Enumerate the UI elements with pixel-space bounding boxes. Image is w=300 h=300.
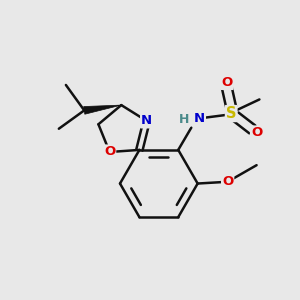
Polygon shape	[84, 105, 121, 114]
Text: N: N	[194, 112, 205, 124]
Text: O: O	[221, 76, 233, 89]
Text: S: S	[226, 106, 236, 121]
Text: H: H	[179, 113, 189, 126]
Text: O: O	[222, 175, 233, 188]
Text: O: O	[251, 127, 262, 140]
Text: O: O	[104, 146, 115, 158]
Text: N: N	[141, 114, 152, 128]
